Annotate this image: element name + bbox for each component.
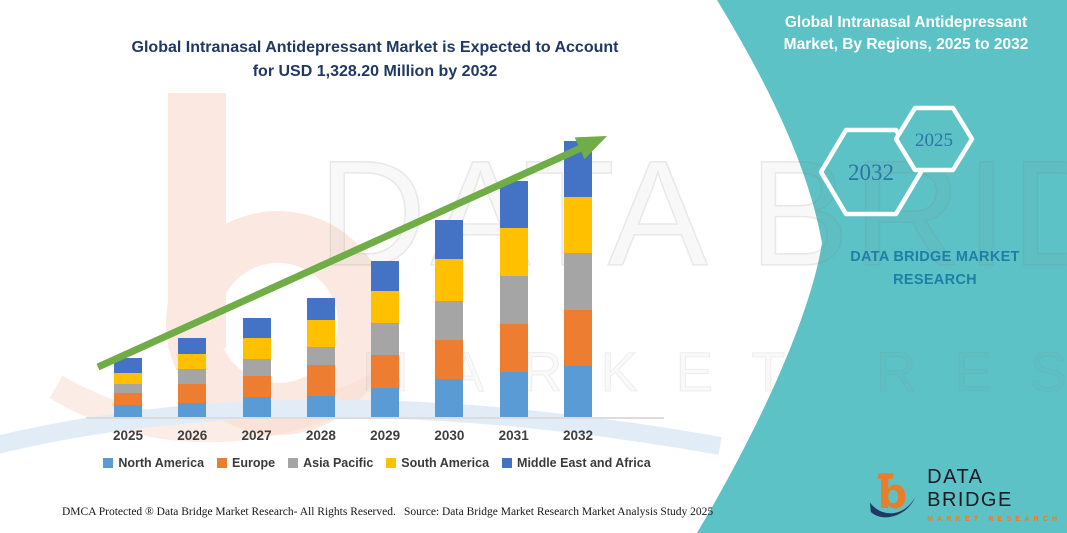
chart-headline: Global Intranasal Antidepressant Market … <box>110 36 640 84</box>
segment-middle-east-and-africa-2027 <box>242 318 271 338</box>
legend-swatch-north-america <box>103 458 114 468</box>
legend-swatch-south-america <box>386 458 397 468</box>
x-axis-label-2031: 2031 <box>498 428 529 443</box>
segment-south-america-2028 <box>306 320 335 347</box>
segment-asia-pacific-2029 <box>371 323 400 355</box>
segment-middle-east-and-africa-2025 <box>114 358 142 373</box>
data-bridge-logo: b DATA BRIDGE MARKET RESEARCH <box>868 466 1067 523</box>
x-axis-label-2032: 2032 <box>562 428 593 443</box>
segment-europe-2031 <box>499 324 528 372</box>
segment-north-america-2028 <box>306 396 335 417</box>
segment-south-america-2029 <box>371 291 400 323</box>
bar-2027: 2027 <box>242 0 272 443</box>
hexagon-2025 <box>893 105 975 173</box>
segment-middle-east-and-africa-2026 <box>178 338 207 354</box>
segment-north-america-2032 <box>563 366 592 417</box>
hexagon-2032-label: 2032 <box>848 160 894 185</box>
segment-europe-2028 <box>306 365 335 396</box>
logo-text: DATA BRIDGE MARKET RESEARCH <box>927 466 1067 523</box>
bar-2032: 2032 <box>563 0 593 443</box>
logo-tagline: MARKET RESEARCH <box>927 516 1062 523</box>
bar-2026: 2026 <box>177 0 207 443</box>
bar-2031: 2031 <box>499 0 529 443</box>
x-axis-label-2025: 2025 <box>112 428 144 443</box>
segment-asia-pacific-2032 <box>563 253 592 310</box>
segment-north-america-2031 <box>499 372 528 417</box>
segment-asia-pacific-2025 <box>114 384 142 393</box>
chart-headline-line2: for USD 1,328.20 Million by 2032 <box>252 63 498 80</box>
panel-title-line1: Global Intranasal Antidepressant <box>784 14 1028 31</box>
legend-swatch-middle-east-and-africa <box>502 458 513 468</box>
bar-2025: 2025 <box>113 0 143 443</box>
segment-south-america-2032 <box>563 197 592 253</box>
segment-middle-east-and-africa-2028 <box>306 298 335 320</box>
legend-label-south-america: South America <box>401 456 490 470</box>
segment-north-america-2027 <box>242 397 271 417</box>
segment-middle-east-and-africa-2032 <box>563 141 592 197</box>
segment-asia-pacific-2030 <box>435 301 464 340</box>
segment-asia-pacific-2027 <box>242 359 271 376</box>
footer-source-text: Source: Data Bridge Market Research Mark… <box>404 506 714 518</box>
year-hexagons: 2032 2025 <box>818 105 975 217</box>
segment-europe-2029 <box>371 355 400 388</box>
footer-dmca-text: DMCA Protected ® Data Bridge Market Rese… <box>62 506 396 518</box>
chart-headline-line1: Global Intranasal Antidepressant Market … <box>131 39 619 56</box>
segment-middle-east-and-africa-2030 <box>435 220 464 259</box>
legend-item-asia-pacific: Asia Pacific <box>288 456 373 470</box>
panel-brand-text: DATA BRIDGE MARKET RESEARCH <box>850 249 1020 289</box>
segment-europe-2030 <box>435 340 464 379</box>
legend-label-asia-pacific: Asia Pacific <box>303 456 374 470</box>
x-axis-label-2030: 2030 <box>434 428 465 443</box>
x-axis-label-2029: 2029 <box>370 428 401 443</box>
bar-2029: 2029 <box>370 0 400 443</box>
segment-north-america-2025 <box>114 405 142 417</box>
panel-title-line2: Market, By Regions, 2025 to 2032 <box>783 36 1029 54</box>
hexagon-2025-label: 2025 <box>915 130 953 151</box>
x-axis-label-2028: 2028 <box>305 428 336 443</box>
x-axis-line <box>86 417 664 419</box>
segment-south-america-2027 <box>242 338 271 359</box>
segment-south-america-2030 <box>435 259 464 301</box>
svg-text:b: b <box>877 469 907 518</box>
legend-swatch-asia-pacific <box>288 458 299 468</box>
segment-north-america-2026 <box>178 403 207 417</box>
legend-item-europe: Europe <box>217 456 275 470</box>
x-axis-label-2027: 2027 <box>241 428 272 443</box>
bar-2030: 2030 <box>434 0 464 443</box>
x-axis-label-2026: 2026 <box>177 428 208 443</box>
panel-title: Global Intranasal Antidepressant Market,… <box>770 12 1042 57</box>
legend: North America Europe Asia Pacific South Ame… <box>86 456 668 470</box>
legend-item-south-america: South America <box>386 456 489 470</box>
segment-middle-east-and-africa-2031 <box>499 181 528 228</box>
legend-label-north-america: North America <box>118 456 205 470</box>
segment-south-america-2031 <box>499 228 528 276</box>
segment-north-america-2029 <box>371 388 400 417</box>
segment-europe-2026 <box>178 384 207 403</box>
segment-asia-pacific-2031 <box>499 276 528 324</box>
legend-item-middle-east-and-africa: Middle East and Africa <box>502 456 651 470</box>
legend-item-north-america: North America <box>103 456 204 470</box>
segment-europe-2025 <box>114 393 142 405</box>
legend-swatch-europe <box>217 458 228 468</box>
segment-middle-east-and-africa-2029 <box>371 261 400 291</box>
segment-asia-pacific-2026 <box>178 369 207 384</box>
segment-south-america-2026 <box>178 354 207 369</box>
segment-south-america-2025 <box>114 373 142 384</box>
bar-group: 2025 2026 2027 2028 2029 2030 2031 2032 <box>113 0 593 443</box>
segment-europe-2027 <box>242 376 271 397</box>
data-bridge-logo-icon: b <box>869 469 916 518</box>
legend-label-middle-east-and-africa: Middle East and Africa <box>517 456 651 470</box>
segment-north-america-2030 <box>435 379 464 417</box>
legend-label-europe: Europe <box>232 456 276 470</box>
segment-asia-pacific-2028 <box>306 347 335 365</box>
bar-2028: 2028 <box>306 0 336 443</box>
segment-europe-2032 <box>563 310 592 366</box>
logo-name: DATA BRIDGE <box>927 466 1013 511</box>
